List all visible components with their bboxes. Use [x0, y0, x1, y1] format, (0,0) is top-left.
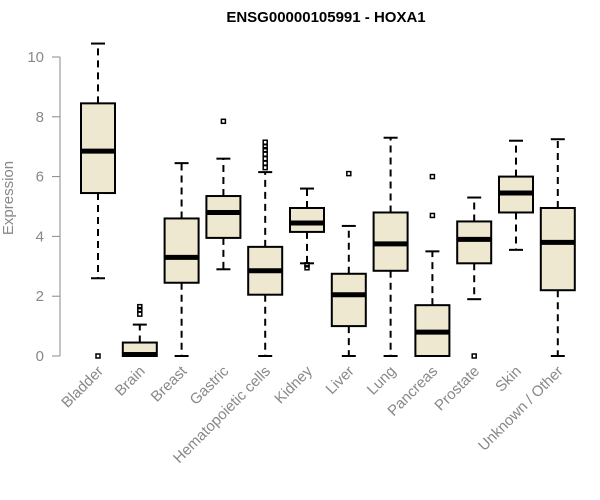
outlier-point [262, 160, 268, 166]
box-group [163, 162, 200, 357]
box-group [539, 138, 576, 357]
y-tick-label: 10 [27, 49, 44, 66]
box-group [414, 173, 451, 358]
iqr-box [539, 206, 576, 292]
outlier-point [429, 212, 436, 219]
outlier-point [304, 262, 310, 268]
outlier-point [429, 173, 436, 180]
y-tick-label: 2 [36, 288, 44, 305]
x-tick-label: Brain [112, 363, 149, 400]
outlier-point [262, 164, 268, 171]
x-tick-label: Lung [364, 363, 400, 399]
box-group [289, 187, 325, 271]
box-group [247, 139, 284, 357]
iqr-box [456, 220, 493, 265]
x-tick-label: Kidney [271, 362, 316, 407]
outlier-point [262, 143, 268, 150]
outlier-point [346, 170, 352, 177]
x-tick-label: Bladder [58, 363, 107, 412]
box-group [456, 196, 493, 359]
box-group [80, 42, 116, 359]
y-tick-label: 0 [36, 348, 44, 365]
outlier-point [262, 155, 268, 162]
y-tick-label: 4 [36, 228, 44, 245]
iqr-box [330, 272, 367, 328]
outlier-point [137, 311, 143, 317]
outlier-point [471, 353, 477, 359]
outlier-point [137, 303, 143, 310]
iqr-box [289, 206, 325, 233]
boxes [80, 42, 576, 359]
iqr-box [163, 217, 200, 284]
box-group [372, 136, 409, 357]
outlier-point [262, 146, 268, 153]
y-tick-label: 6 [36, 169, 44, 186]
x-tick-label: Prostate [431, 363, 483, 415]
outlier-point [262, 139, 268, 145]
outlier-point [262, 151, 268, 157]
x-tick-label: Skin [492, 363, 525, 396]
outlier-point [137, 306, 143, 313]
box-group [498, 139, 534, 251]
outlier-point [220, 118, 227, 125]
y-axis-title: Expression [0, 161, 17, 235]
outlier-point [304, 265, 310, 271]
x-tick-label: Liver [323, 363, 358, 398]
y-tick-label: 8 [36, 109, 44, 126]
chart-title: ENSG00000105991 - HOXA1 [226, 9, 425, 26]
outlier-point [95, 353, 101, 359]
box-group [205, 118, 242, 271]
iqr-box [80, 102, 116, 195]
y-ticks: 0 2 4 6 8 10 [27, 49, 60, 365]
box-group [121, 303, 158, 358]
box-group [330, 170, 367, 357]
x-tick-label: Breast [148, 362, 191, 405]
iqr-box [205, 195, 242, 239]
